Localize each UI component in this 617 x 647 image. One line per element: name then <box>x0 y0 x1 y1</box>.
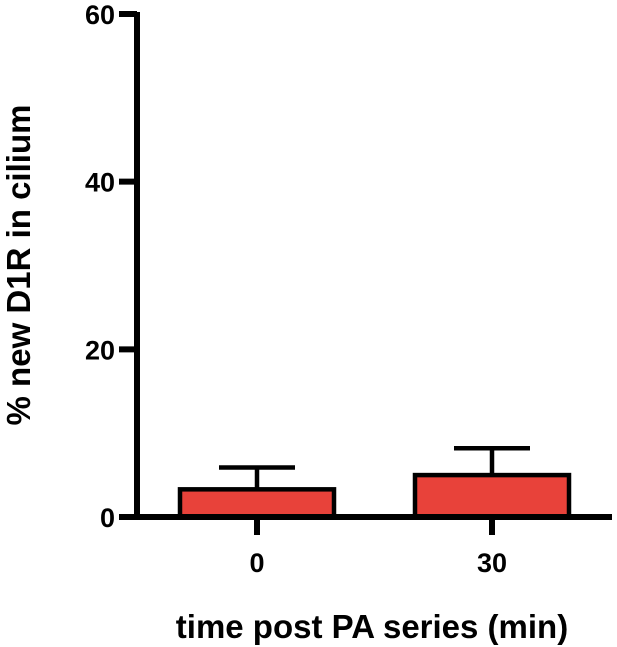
axes <box>119 11 612 535</box>
x-tick-label: 30 <box>477 548 507 578</box>
y-tick-label: 20 <box>85 335 115 365</box>
y-tick-label: 60 <box>85 0 115 30</box>
y-axis-title: % new D1R in cilium <box>0 105 37 426</box>
bar <box>412 472 572 520</box>
bar <box>177 487 337 520</box>
x-axis-title: time post PA series (min) <box>176 608 568 645</box>
y-tick-label: 0 <box>100 503 115 533</box>
plot-area <box>177 446 572 520</box>
labels: 0 20 40 60 0 30 <box>85 0 507 578</box>
y-tick-label: 40 <box>85 168 115 198</box>
x-tick-label: 0 <box>249 548 264 578</box>
